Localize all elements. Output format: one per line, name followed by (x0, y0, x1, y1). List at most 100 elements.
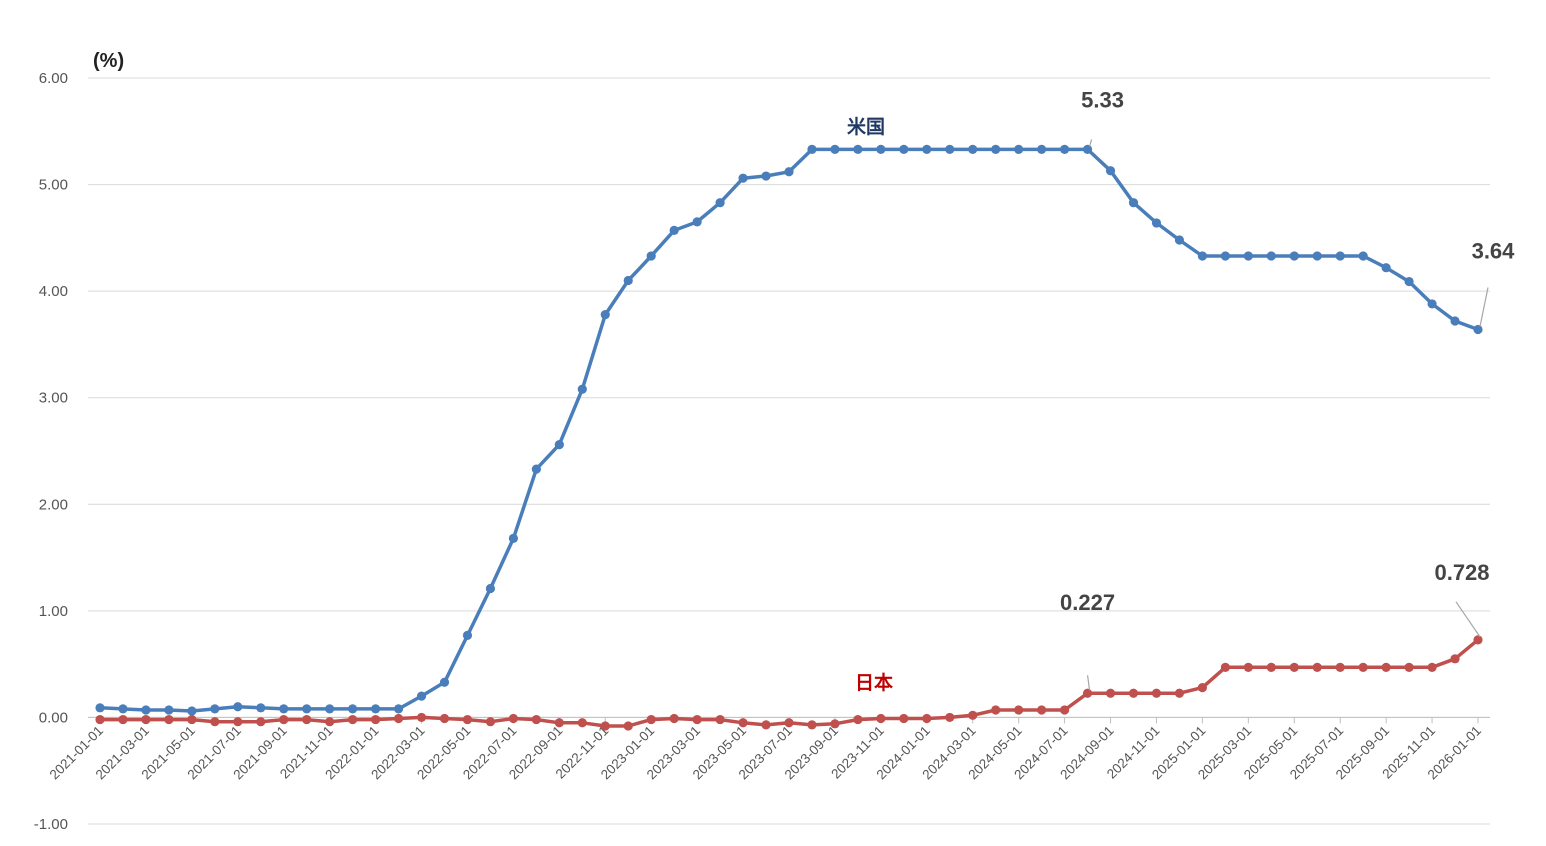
data-point (1404, 276, 1414, 287)
data-point (95, 714, 105, 725)
value-annotation: 3.64 (1472, 239, 1516, 264)
data-point (1335, 251, 1345, 261)
data-point (761, 720, 771, 730)
data-point (899, 713, 909, 724)
data-point (623, 275, 633, 286)
data-point (1105, 166, 1116, 176)
data-point (807, 720, 817, 730)
data-point (256, 703, 266, 713)
data-point (1427, 662, 1437, 672)
data-point (991, 705, 1001, 715)
data-point (554, 718, 564, 728)
data-point (279, 704, 289, 714)
data-point (1174, 688, 1185, 698)
data-point (302, 704, 312, 714)
value-annotation: 5.33 (1081, 87, 1124, 112)
data-point (508, 533, 518, 543)
series-label-jp: 日本 (855, 671, 893, 694)
data-point (1060, 144, 1070, 155)
value-annotations: 5.33 3.64 0.227 0.728 (1060, 87, 1516, 691)
data-point (1037, 705, 1047, 715)
value-annotation: 0.728 (1434, 560, 1489, 585)
y-axis-ticks: 6.00 5.00 4.00 3.00 2.00 1.00 0.00 -1.00 (34, 70, 68, 833)
data-point (1014, 705, 1024, 715)
data-point (302, 714, 312, 725)
annotation-leader (1479, 287, 1489, 327)
data-point (876, 713, 886, 724)
data-point (1105, 688, 1116, 698)
data-point (462, 714, 473, 725)
data-point (945, 712, 955, 723)
data-point (1381, 263, 1391, 273)
data-point (577, 384, 587, 394)
y-tick-label: 5.00 (39, 177, 68, 194)
annotation-leader (1088, 139, 1093, 147)
data-point (393, 704, 404, 714)
data-point (853, 714, 863, 725)
data-point (233, 717, 243, 727)
data-point (761, 171, 771, 181)
data-point (1220, 251, 1230, 261)
data-point (508, 713, 518, 724)
data-point (1151, 688, 1162, 698)
data-point (738, 718, 748, 728)
data-point (922, 144, 932, 155)
data-point (1289, 251, 1299, 261)
data-point (325, 704, 335, 714)
data-point (485, 717, 496, 727)
data-point (807, 144, 817, 155)
data-point (325, 717, 335, 727)
data-point (669, 713, 679, 724)
data-point (1197, 251, 1207, 261)
data-point (187, 714, 197, 725)
data-point (1312, 251, 1322, 261)
data-point (531, 714, 541, 725)
data-point (1243, 662, 1253, 672)
data-point (991, 144, 1001, 155)
data-point (1289, 662, 1299, 672)
data-point (1014, 144, 1024, 155)
data-point (646, 714, 656, 725)
data-point (1473, 635, 1483, 645)
data-point (187, 706, 197, 716)
data-point (669, 225, 679, 235)
annotation-leader (1455, 601, 1481, 638)
data-point (1335, 662, 1345, 672)
data-point (1266, 662, 1276, 672)
data-point (95, 703, 105, 713)
data-point (1450, 316, 1460, 326)
data-point (1082, 144, 1093, 155)
data-point (1473, 324, 1483, 335)
data-point (715, 714, 725, 725)
data-point (1128, 688, 1139, 698)
data-point (968, 710, 978, 720)
data-point (348, 714, 358, 725)
data-point (233, 702, 243, 712)
data-point (141, 714, 151, 725)
data-point (715, 198, 725, 208)
y-tick-label: 6.00 (39, 70, 68, 87)
data-point (256, 717, 266, 727)
data-point (1404, 662, 1414, 672)
series-labels: 米国 日本 (847, 115, 893, 694)
data-point (1060, 705, 1070, 715)
data-point (348, 704, 358, 714)
y-tick-label: 4.00 (39, 283, 68, 300)
data-point (945, 144, 955, 155)
data-point (1312, 662, 1322, 672)
data-point (623, 721, 633, 731)
data-point (1243, 251, 1253, 261)
data-point (531, 464, 541, 474)
data-point (210, 717, 220, 727)
data-point (1128, 198, 1139, 208)
y-tick-label: 0.00 (39, 709, 68, 726)
data-point (439, 713, 450, 724)
data-point (118, 714, 128, 725)
data-point (141, 705, 151, 715)
series-label-us: 米国 (847, 115, 885, 138)
data-point (554, 440, 564, 450)
data-point (600, 309, 610, 320)
annotation-leader (1086, 675, 1091, 691)
y-tick-label: -1.00 (34, 816, 68, 833)
data-point (1450, 654, 1460, 664)
